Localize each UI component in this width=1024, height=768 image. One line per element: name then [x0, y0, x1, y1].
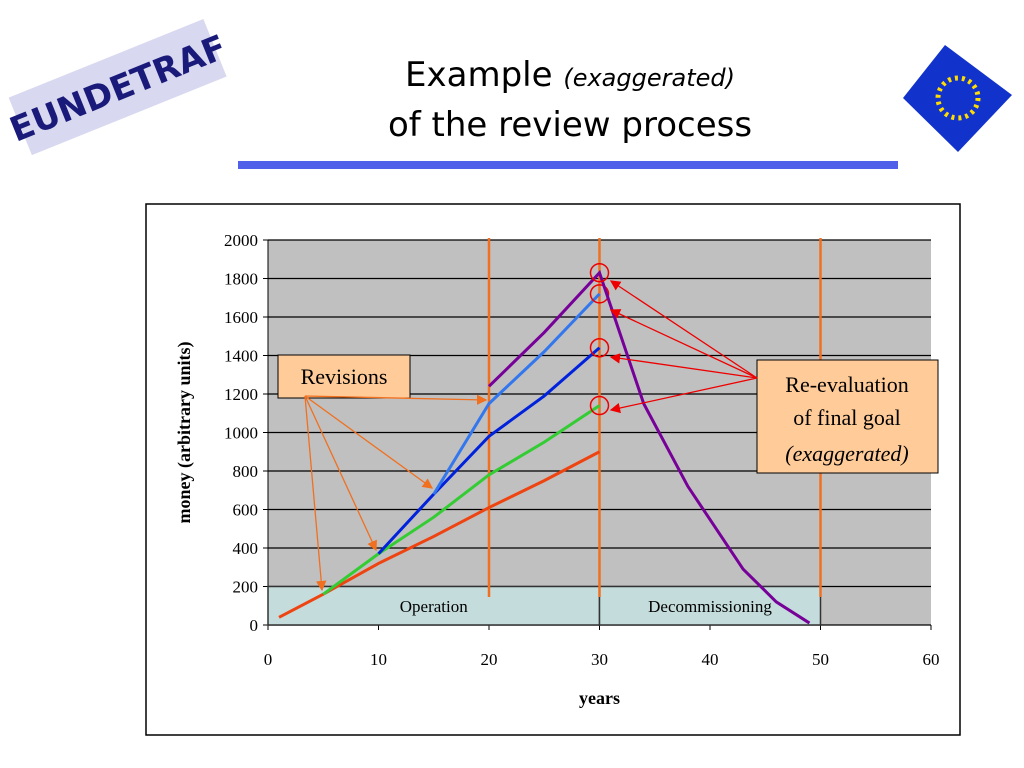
arrow [609, 377, 758, 414]
y-tick-label: 0 [250, 616, 259, 635]
revisions-box [277, 354, 411, 399]
arrow [304, 395, 377, 552]
y-tick-label: 1600 [224, 308, 258, 327]
series-line [432, 292, 601, 495]
arrow [304, 395, 327, 592]
y-tick-label: 1400 [224, 347, 258, 366]
y-tick-label: 1200 [224, 385, 258, 404]
revision-arrows [304, 394, 488, 592]
reevaluation-line: Re-evaluation [785, 372, 908, 397]
reevaluation-line: of final goal [793, 405, 901, 430]
series-line [487, 269, 811, 625]
y-tick-label: 600 [233, 501, 259, 520]
phase-label: Decommissioning [648, 597, 772, 616]
reevaluation-callout: Re-evaluation of final goal (exaggerated… [609, 280, 939, 474]
arrow [609, 353, 758, 379]
y-tick-label: 200 [233, 578, 259, 597]
x-tick-label: 60 [923, 650, 940, 669]
reevaluation-circle [589, 338, 610, 358]
x-tick-label: 40 [702, 650, 719, 669]
arrow [609, 309, 758, 379]
x-tick-label: 10 [370, 650, 387, 669]
arrow [304, 395, 434, 489]
y-tick-label: 1800 [224, 270, 258, 289]
y-tick-label: 1000 [224, 424, 258, 443]
series-line [377, 346, 601, 555]
reevaluation-circle [589, 262, 610, 283]
revisions-callout: Revisions [277, 354, 488, 592]
x-axis-label: years [579, 688, 620, 708]
title-line2: of the review process [388, 105, 752, 145]
y-axis-label: money (arbitrary units) [174, 342, 195, 524]
reevaluation-arrows [609, 280, 758, 414]
reevaluation-box [756, 359, 939, 474]
title-note: (exaggerated) [563, 64, 735, 92]
y-tick-label: 2000 [224, 231, 258, 250]
series-line [322, 404, 601, 596]
x-tick-label: 50 [812, 650, 829, 669]
title: Example (exaggerated) [405, 55, 735, 95]
y-tick-label: 800 [233, 462, 259, 481]
logo: EUNDETRAF [4, 18, 232, 156]
revisions-label: Revisions [301, 364, 388, 389]
reevaluation-circle [589, 395, 610, 416]
logo-bg [8, 18, 227, 156]
eu-flag [903, 45, 1012, 152]
x-tick-label: 30 [591, 650, 608, 669]
y-tick-label: 400 [233, 539, 259, 558]
flag [903, 45, 1012, 152]
arrow [609, 280, 758, 379]
x-tick-label: 0 [264, 650, 273, 669]
phase-label: Operation [400, 597, 468, 616]
title-rule [238, 161, 898, 169]
title-main: Example [405, 55, 553, 95]
x-tick-label: 20 [481, 650, 498, 669]
flag-stars [935, 75, 981, 121]
reevaluation-line: (exaggerated) [785, 441, 908, 466]
arrow [304, 394, 488, 405]
reevaluation-circle [589, 284, 610, 304]
